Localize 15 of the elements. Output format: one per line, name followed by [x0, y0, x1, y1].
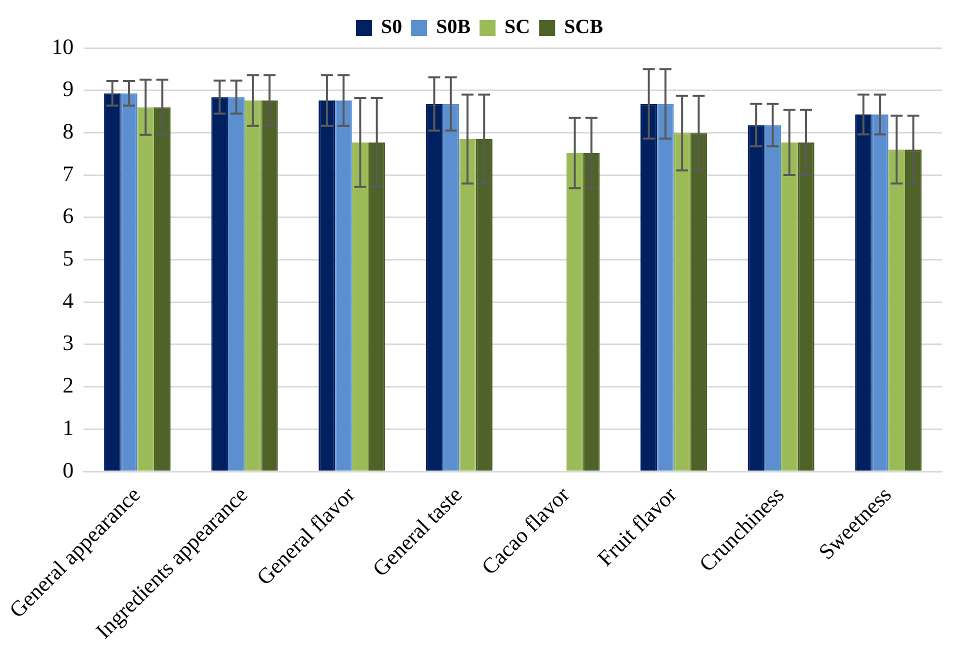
y-tick-label: 0 [62, 457, 74, 482]
y-tick-label: 4 [62, 288, 74, 313]
y-tick-label: 6 [62, 203, 74, 228]
legend-label: SCB [564, 16, 604, 38]
y-tick-label: 8 [62, 118, 74, 144]
y-tick-label: 7 [62, 160, 74, 186]
y-tick-label: 2 [62, 372, 74, 398]
y-tick-label: 10 [52, 34, 74, 59]
y-tick-label: 1 [62, 414, 74, 440]
legend-label: SC [504, 16, 530, 38]
legend-label: S0 [380, 16, 402, 38]
y-tick-label: 3 [62, 330, 74, 356]
y-tick-label: 9 [62, 76, 74, 102]
legend-label: S0B [436, 16, 471, 38]
y-tick-label: 5 [62, 246, 74, 271]
